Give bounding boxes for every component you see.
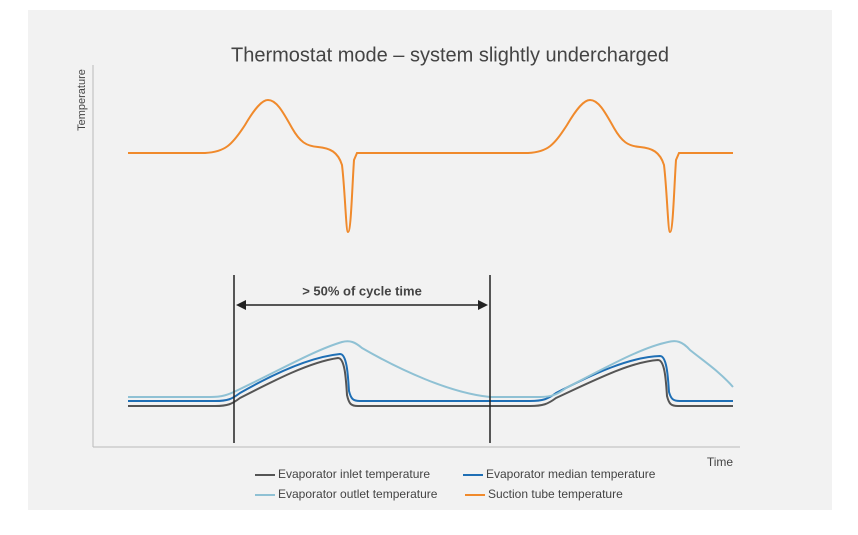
inlet-curve bbox=[128, 356, 733, 407]
outlet-curve bbox=[128, 340, 734, 398]
suction-curve bbox=[128, 98, 733, 234]
legend-label: Suction tube temperature bbox=[488, 487, 623, 501]
x-axis-label: Time bbox=[707, 455, 734, 469]
legend-label: Evaporator median temperature bbox=[486, 467, 656, 481]
median-curve bbox=[128, 352, 733, 402]
y-axis-label: Temperature bbox=[76, 69, 88, 131]
legend-label: Evaporator inlet temperature bbox=[278, 467, 430, 481]
chart-title: Thermostat mode – system slightly underc… bbox=[231, 44, 669, 66]
legend-label: Evaporator outlet temperature bbox=[278, 487, 438, 501]
annotation: > 50% of cycle time bbox=[302, 283, 422, 298]
panel bbox=[28, 10, 832, 510]
